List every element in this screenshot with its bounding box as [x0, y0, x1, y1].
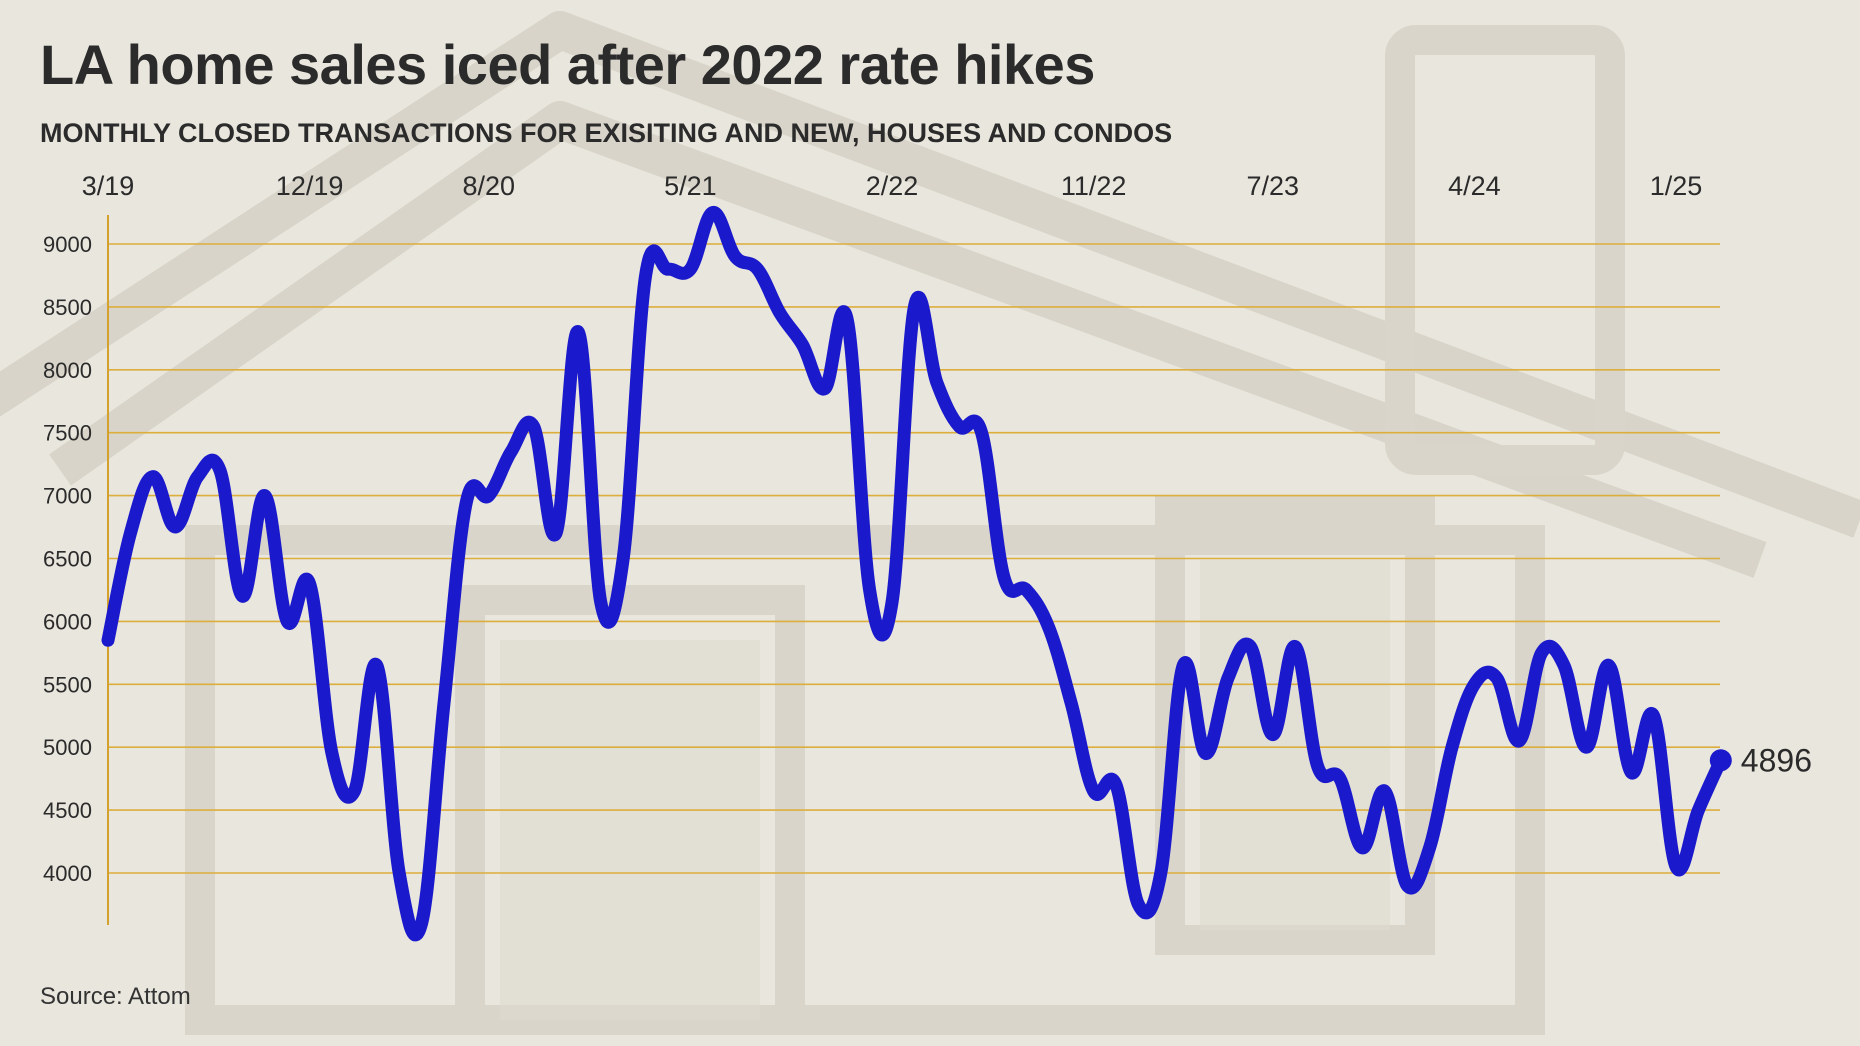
x-tick-label: 7/23	[1247, 171, 1300, 201]
y-tick-label: 7500	[43, 421, 92, 446]
x-tick-label: 2/22	[866, 171, 919, 201]
series-layer: 4896	[101, 206, 1812, 942]
y-tick-label: 4500	[43, 798, 92, 823]
y-tick-label: 8000	[43, 358, 92, 383]
x-tick-label: 8/20	[463, 171, 516, 201]
y-tick-label: 6500	[43, 547, 92, 572]
y-tick-label: 6000	[43, 609, 92, 634]
y-tick-label: 9000	[43, 232, 92, 257]
y-tick-label: 8500	[43, 295, 92, 320]
x-tick-label: 5/21	[664, 171, 717, 201]
source-note: Source: Attom	[40, 983, 191, 1010]
chart-title: LA home sales iced after 2022 rate hikes	[40, 33, 1095, 96]
y-tick-label: 4000	[43, 861, 92, 886]
chart-subtitle: MONTHLY CLOSED TRANSACTIONS FOR EXISITIN…	[40, 118, 1173, 148]
y-axis: 4000 4500 5000 5500 6000 6500 7000 7500 8000 8500…	[43, 215, 109, 925]
end-point-label: 4896	[1741, 742, 1812, 778]
x-tick-label: 3/19	[82, 171, 135, 201]
x-tick-label: 1/25	[1650, 171, 1703, 201]
x-axis: 3/19 12/19 8/20 5/21 2/22 11/22 7/23 4/24 1/25	[82, 171, 1703, 201]
x-tick-label: 4/24	[1448, 171, 1501, 201]
series-line-home-sales	[101, 206, 1728, 942]
y-tick-label: 5500	[43, 672, 92, 697]
y-tick-label: 5000	[43, 735, 92, 760]
end-point-marker	[1709, 749, 1732, 772]
x-tick-label: 12/19	[276, 171, 344, 201]
x-tick-label: 11/22	[1061, 171, 1127, 201]
y-tick-label: 7000	[43, 484, 92, 509]
